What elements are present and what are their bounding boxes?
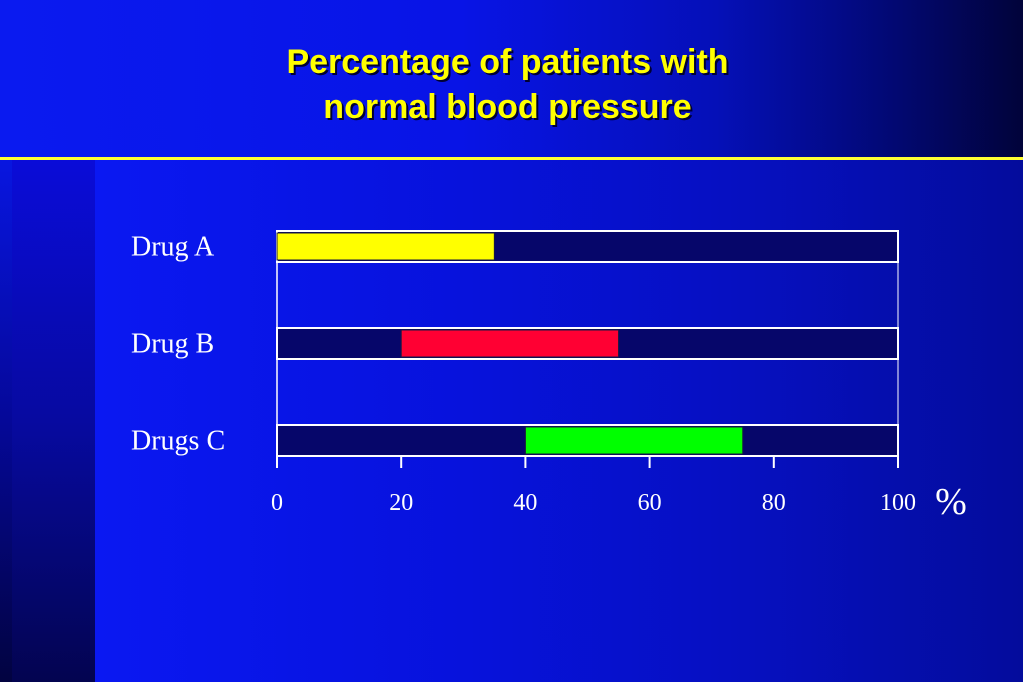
title-line-1: Percentage of patients with [286,43,729,81]
data-bar [524,426,744,455]
x-axis-unit-label: % [935,481,967,523]
title-line-2: normal blood pressure [323,88,692,126]
x-tick-label: 20 [389,490,413,516]
category-label: Drug A [131,232,215,263]
left-decorative-edge [0,160,12,682]
x-tick-label: 100 [880,490,916,516]
header-divider-line [0,157,1023,160]
header-band [0,0,1023,157]
category-label: Drug B [131,329,214,360]
category-label: Drugs C [131,426,225,457]
data-bar [400,329,620,358]
data-bar [276,232,495,261]
x-tick-label: 0 [271,490,283,516]
x-tick-label: 80 [762,490,786,516]
x-tick-label: 60 [638,490,662,516]
left-decorative-strip [0,160,95,682]
x-tick-label: 40 [513,490,537,516]
slide-title: Percentage of patients with normal blood… [200,40,815,130]
